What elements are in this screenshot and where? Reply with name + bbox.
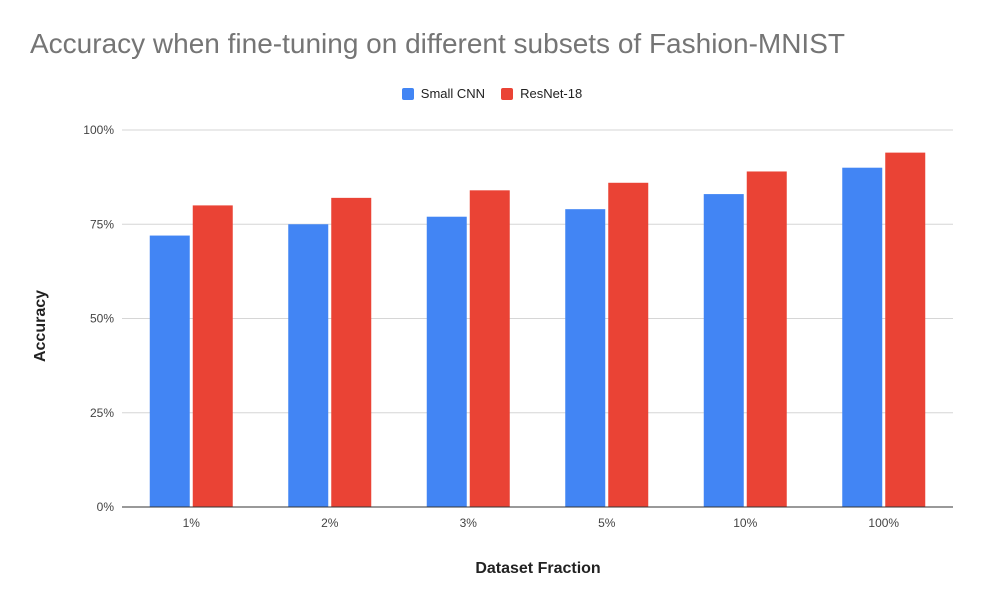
- legend-swatch-resnet-18: [501, 87, 514, 100]
- y-tick-label: 100%: [83, 123, 114, 137]
- legend: Small CNN ResNet-18: [0, 86, 984, 101]
- chart-title: Accuracy when fine-tuning on different s…: [30, 28, 845, 59]
- x-tick-label: 10%: [733, 516, 757, 530]
- bar-resnet-18: [885, 152, 926, 507]
- x-tick-label: 100%: [868, 516, 899, 530]
- y-tick-label: 25%: [90, 406, 114, 420]
- y-tick-label: 75%: [90, 217, 114, 231]
- bar-resnet-18: [746, 171, 787, 507]
- x-tick-label: 5%: [598, 516, 616, 530]
- legend-label-resnet-18: ResNet-18: [520, 86, 583, 101]
- bar-resnet-18: [469, 190, 510, 507]
- legend-swatch-small-cnn: [401, 87, 414, 100]
- bar-small-cnn: [426, 216, 467, 507]
- bar-resnet-18: [192, 205, 233, 507]
- bar-resnet-18: [608, 182, 649, 507]
- legend-item-small-cnn: Small CNN: [401, 86, 486, 101]
- bar-small-cnn: [149, 235, 190, 507]
- bar-small-cnn: [565, 209, 606, 508]
- x-tick-label: 1%: [183, 516, 201, 530]
- legend-label-small-cnn: Small CNN: [420, 86, 486, 101]
- bar-small-cnn: [703, 194, 744, 507]
- bar-small-cnn: [288, 224, 329, 507]
- y-tick-label: 50%: [90, 312, 114, 326]
- x-axis-title: Dataset Fraction: [475, 560, 601, 577]
- x-tick-label: 3%: [460, 516, 478, 530]
- y-tick-label: 0%: [97, 500, 115, 514]
- bar-resnet-18: [331, 197, 372, 508]
- x-tick-label: 2%: [321, 516, 339, 530]
- legend-item-resnet-18: ResNet-18: [501, 86, 582, 101]
- bar-small-cnn: [842, 167, 883, 507]
